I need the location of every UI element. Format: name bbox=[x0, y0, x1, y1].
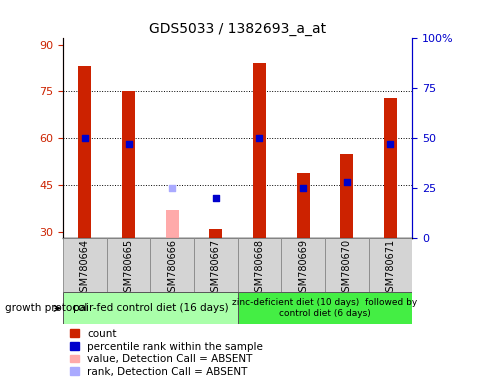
Bar bbox=[194, 238, 237, 292]
Bar bbox=[209, 229, 222, 238]
Text: GSM780670: GSM780670 bbox=[341, 239, 351, 298]
Bar bbox=[296, 172, 309, 238]
Text: GSM780665: GSM780665 bbox=[123, 239, 133, 298]
Bar bbox=[368, 238, 411, 292]
Bar bbox=[165, 210, 178, 238]
Bar bbox=[106, 238, 150, 292]
Text: growth protocol: growth protocol bbox=[5, 303, 87, 313]
Bar bbox=[383, 98, 396, 238]
Text: GSM780668: GSM780668 bbox=[254, 239, 264, 298]
Point bbox=[255, 135, 263, 141]
Text: pair-fed control diet (16 days): pair-fed control diet (16 days) bbox=[73, 303, 227, 313]
Bar bbox=[63, 238, 106, 292]
Point bbox=[124, 141, 132, 147]
Bar bbox=[121, 91, 135, 238]
Bar bbox=[78, 66, 91, 238]
Bar bbox=[63, 292, 237, 324]
Point bbox=[386, 141, 393, 147]
Title: GDS5033 / 1382693_a_at: GDS5033 / 1382693_a_at bbox=[149, 22, 326, 36]
Legend: count, percentile rank within the sample, value, Detection Call = ABSENT, rank, : count, percentile rank within the sample… bbox=[68, 327, 264, 379]
Point bbox=[212, 195, 219, 201]
Text: GSM780671: GSM780671 bbox=[385, 239, 394, 298]
Point bbox=[342, 179, 350, 185]
Bar bbox=[253, 63, 265, 238]
Bar bbox=[281, 238, 324, 292]
Point bbox=[299, 185, 306, 191]
Text: zinc-deficient diet (10 days)  followed by
control diet (6 days): zinc-deficient diet (10 days) followed b… bbox=[232, 298, 417, 318]
Bar bbox=[324, 238, 368, 292]
Text: GSM780666: GSM780666 bbox=[167, 239, 177, 298]
Bar bbox=[339, 154, 352, 238]
Bar bbox=[150, 238, 194, 292]
Bar bbox=[237, 238, 281, 292]
Text: GSM780664: GSM780664 bbox=[80, 239, 90, 298]
Point bbox=[81, 135, 89, 141]
Text: GSM780667: GSM780667 bbox=[211, 239, 220, 298]
Bar bbox=[237, 292, 411, 324]
Text: GSM780669: GSM780669 bbox=[298, 239, 307, 298]
Point bbox=[168, 185, 176, 191]
